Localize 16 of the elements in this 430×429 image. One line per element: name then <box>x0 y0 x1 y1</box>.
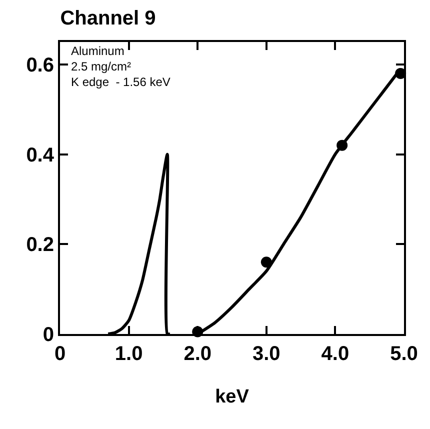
x-tick-label: 3.0 <box>252 343 280 365</box>
point <box>336 140 348 151</box>
annotation: Aluminum <box>71 44 124 58</box>
y-tick-label: 0.2 <box>26 234 54 256</box>
chart-title: Channel 9 <box>60 8 156 30</box>
x-tick-label: 4.0 <box>321 343 350 365</box>
x-axis-title: keV <box>215 386 250 408</box>
annotation: 2.5 mg/cm² <box>71 60 132 74</box>
x-tick-label: 1.0 <box>114 343 143 365</box>
y-tick-label: 0.4 <box>26 144 55 166</box>
y-tick-label: 0 <box>42 324 54 346</box>
x-tick-label: 5.0 <box>390 343 418 365</box>
x-tick-label: 2.0 <box>184 343 212 365</box>
point <box>260 256 272 268</box>
annotation: K edge - 1.56 keV <box>71 75 170 90</box>
y-tick-label: 0.6 <box>26 54 54 76</box>
